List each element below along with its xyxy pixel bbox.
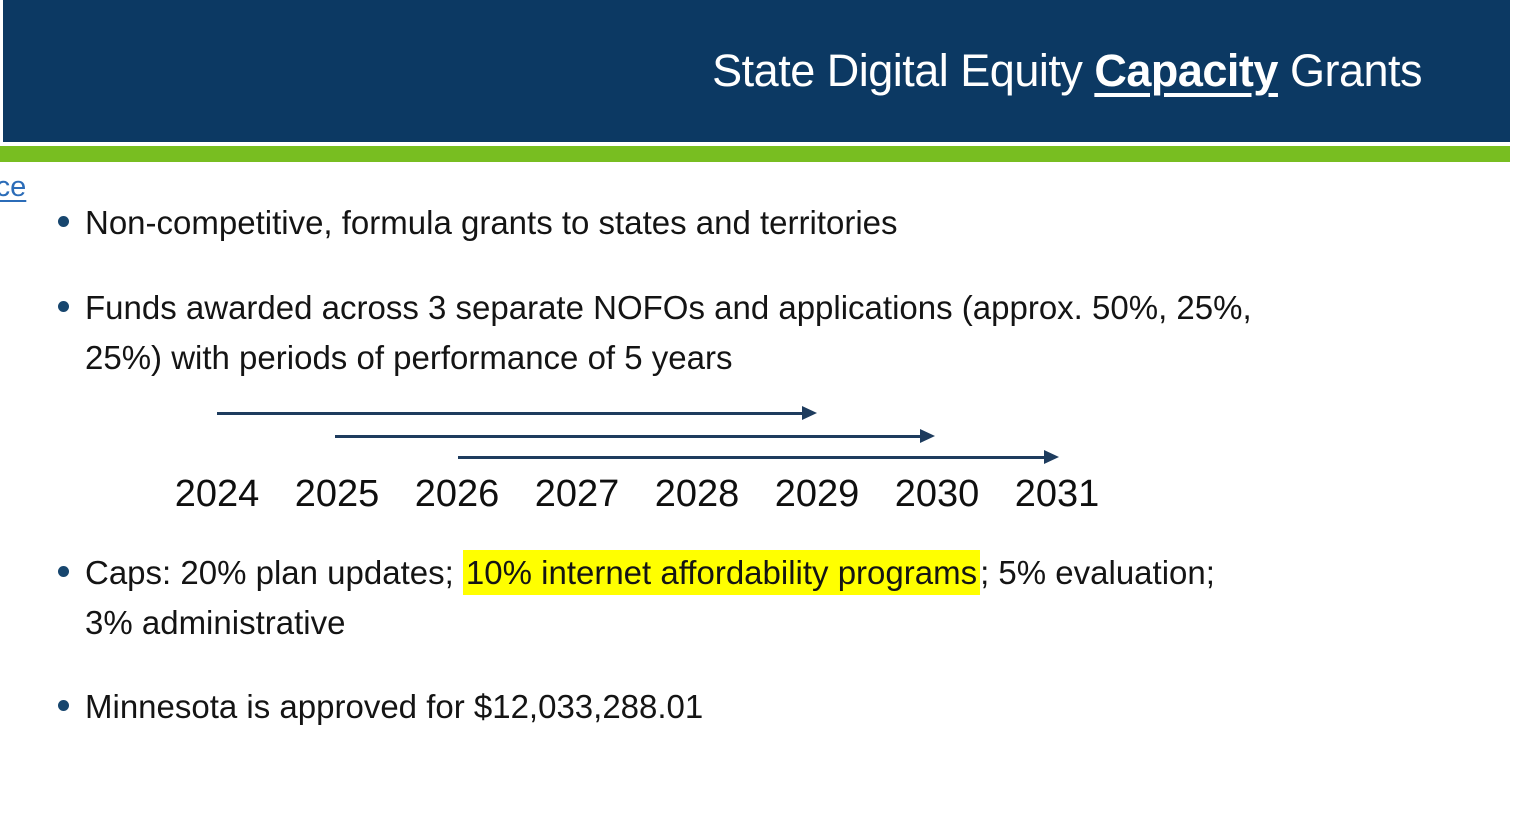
arrowhead-icon <box>802 406 817 420</box>
bullet-text: Non-competitive, formula grants to state… <box>85 204 898 241</box>
title-prefix: State Digital Equity <box>712 45 1095 97</box>
bullet-text-line2: 3% administrative <box>85 604 346 641</box>
year-label-2031: 2031 <box>1014 473 1100 515</box>
bullet-text-line2: 25%) with periods of performance of 5 ye… <box>85 339 733 376</box>
title-bar: State Digital Equity Capacity Grants <box>3 0 1510 142</box>
timeline-arrow-period-1 <box>217 406 817 420</box>
page-title: State Digital Equity Capacity Grants <box>712 46 1422 96</box>
bullet-dot <box>58 216 69 227</box>
year-label-2026: 2026 <box>414 473 500 515</box>
title-emphasis: Capacity <box>1094 45 1278 97</box>
bullet-dot <box>58 700 69 711</box>
timeline-arrow-period-3 <box>458 450 1059 464</box>
caps-prefix: Caps: 20% plan updates; <box>85 554 463 591</box>
caps-highlighted-text: 10% internet affordability programs <box>462 550 981 595</box>
year-label-2025: 2025 <box>294 473 380 515</box>
year-label-2030: 2030 <box>894 473 980 515</box>
bullet-text: Minnesota is approved for $12,033,288.01 <box>85 688 704 725</box>
bullet-item-minnesota: Minnesota is approved for $12,033,288.01 <box>58 682 1455 732</box>
bullet-item-caps: Caps: 20% plan updates; 10% internet aff… <box>58 548 1455 648</box>
timeline-arrow-period-2 <box>335 429 935 443</box>
bullet-item-funds-awarded: Funds awarded across 3 separate NOFOs an… <box>58 283 1455 383</box>
arrowhead-icon <box>920 429 935 443</box>
accent-divider-bar <box>0 146 1510 162</box>
year-label-2027: 2027 <box>534 473 620 515</box>
year-label-2028: 2028 <box>654 473 740 515</box>
arrowhead-icon <box>1044 450 1059 464</box>
caps-suffix: ; 5% evaluation; <box>980 554 1215 591</box>
timeline-year-axis: 2024 2025 2026 2027 2028 2029 2030 2031 <box>157 470 1117 518</box>
title-suffix: Grants <box>1277 45 1423 97</box>
bullet-dot <box>58 566 69 577</box>
bullet-item-noncompetitive: Non-competitive, formula grants to state… <box>58 198 1455 248</box>
bullet-text-line1: Funds awarded across 3 separate NOFOs an… <box>85 289 1252 326</box>
bullet-text-line1: Caps: 20% plan updates; 10% internet aff… <box>85 548 1455 598</box>
bullet-dot <box>58 301 69 312</box>
year-label-2024: 2024 <box>174 473 260 515</box>
source-link-cutoff[interactable]: rce <box>0 171 27 203</box>
year-label-2029: 2029 <box>774 473 860 515</box>
